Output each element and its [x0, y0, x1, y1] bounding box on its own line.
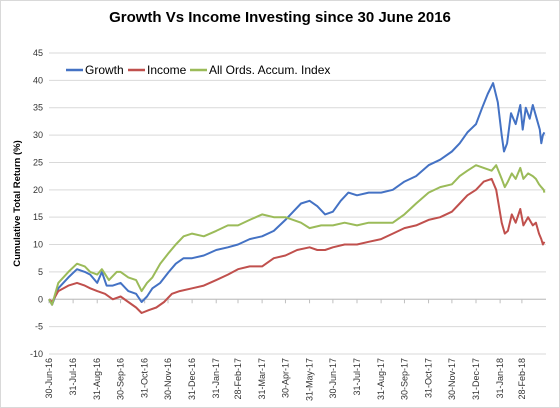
x-tick-label: 30-Jun-17 — [328, 358, 338, 399]
x-tick-label: 31-Jul-17 — [352, 358, 362, 396]
x-tick-label: 31-Aug-16 — [92, 358, 102, 400]
series-lines — [48, 82, 546, 314]
gridlines — [49, 52, 546, 355]
y-tick-label: 45 — [33, 48, 43, 58]
x-tick-label: 30-Sep-16 — [116, 358, 126, 400]
x-tick-label: 31-May-17 — [305, 358, 315, 401]
x-tick-label: 31-Jan-18 — [495, 358, 505, 399]
legend-label: All Ords. Accum. Index — [209, 63, 330, 77]
y-axis-ticks: -10 -5 0 5 10 15 20 25 30 35 40 45 — [30, 48, 43, 359]
y-tick-label: -10 — [30, 349, 43, 359]
y-tick-label: 15 — [33, 212, 43, 222]
y-tick-label: 5 — [38, 267, 43, 277]
x-tick-label: 31-Oct-17 — [424, 358, 434, 398]
x-axis: 30-Jun-16 31-Jul-16 31-Aug-16 30-Sep-16 31-O… — [44, 298, 546, 401]
y-tick-label: 20 — [33, 185, 43, 195]
x-tick-label: 30-Nov-16 — [163, 358, 173, 400]
y-tick-label: 0 — [38, 294, 43, 304]
y-tick-label: 25 — [33, 157, 43, 167]
series-line — [48, 164, 546, 306]
y-tick-label: 35 — [33, 103, 43, 113]
x-tick-label: 30-Jun-16 — [44, 358, 54, 399]
y-tick-label: 40 — [33, 75, 43, 85]
x-tick-label: 31-Dec-17 — [471, 358, 481, 400]
legend: Growth Income All Ords. Accum. Index — [66, 63, 330, 77]
y-tick-label: -5 — [35, 322, 43, 332]
y-tick-label: 30 — [33, 130, 43, 140]
x-tick-label: 31-Mar-17 — [257, 358, 267, 400]
series-line — [48, 177, 546, 314]
x-tick-label: 28-Feb-18 — [517, 358, 527, 400]
x-tick-label: 31-Jul-16 — [68, 358, 78, 396]
x-tick-label: 31-Jan-17 — [211, 358, 221, 399]
x-tick-label: 31-Oct-16 — [140, 358, 150, 398]
y-tick-label: 10 — [33, 240, 43, 250]
series-line — [48, 82, 546, 306]
x-tick-label: 31-Dec-16 — [187, 358, 197, 400]
x-tick-label: 28-Feb-17 — [233, 358, 243, 400]
x-tick-label: 31-Aug-17 — [376, 358, 386, 400]
x-tick-label: 30-Apr-17 — [280, 358, 290, 398]
legend-label: Growth — [85, 63, 124, 77]
y-axis-title: Cumulative Total Return (%) — [12, 140, 23, 267]
x-tick-label: 30-Sep-17 — [399, 358, 409, 400]
x-tick-label: 30-Nov-17 — [447, 358, 457, 400]
legend-label: Income — [147, 63, 187, 77]
chart-title: Growth Vs Income Investing since 30 June… — [109, 9, 451, 26]
